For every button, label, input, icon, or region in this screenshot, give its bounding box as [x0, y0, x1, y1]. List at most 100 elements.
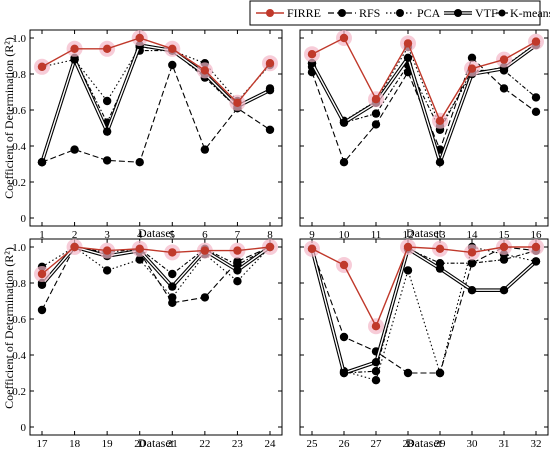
x-tick-label: 4 [137, 229, 143, 241]
series-firre [34, 239, 278, 282]
data-point [403, 368, 413, 378]
legend-label-firre: FIRRE [287, 6, 321, 20]
data-point [403, 53, 413, 62]
legend-item-rfs: RFS [328, 6, 380, 20]
x-tick-label: 16 [531, 229, 543, 241]
data-point [403, 242, 413, 252]
y-tick-label: 0.8 [12, 69, 26, 81]
data-point [102, 127, 112, 136]
data-point [339, 118, 349, 127]
x-tick-label: 6 [202, 229, 208, 241]
x-tick-label: 11 [371, 229, 382, 241]
panel-1: 0 0.2 0.4 0.6 0.8 1.0 1 2 3 4 5 6 7 8 [12, 29, 283, 241]
y-tick-label: 0.2 [12, 177, 26, 189]
data-point [37, 305, 47, 315]
data-point [265, 125, 275, 134]
series-line-inner [311, 247, 537, 374]
data-point [531, 257, 541, 266]
data-point [168, 60, 177, 70]
data-point [200, 293, 210, 302]
series-line [41, 37, 271, 104]
y-tick-label: 0.4 [12, 350, 26, 362]
y-tick-label: 0.6 [12, 314, 26, 326]
data-point [467, 53, 477, 62]
x-tick-label: 25 [307, 438, 319, 450]
data-point [435, 158, 445, 167]
x-tick-label: 20 [134, 438, 146, 450]
y-tick-label: 0.6 [12, 105, 26, 117]
data-point [371, 95, 381, 104]
x-tick-label: 14 [467, 229, 479, 241]
legend-item-pca: PCA [386, 6, 441, 20]
data-point [467, 259, 477, 268]
legend-label-vtf: VTF [475, 6, 498, 20]
data-point [371, 322, 381, 331]
x-tick-label: 10 [339, 229, 351, 241]
data-point [499, 55, 509, 64]
legend: FIRRE RFS PCA VTF K-means [249, 0, 550, 26]
x-tick-label: 19 [102, 438, 114, 450]
y-tick-label: 1.0 [12, 242, 26, 254]
x-tick-label: 23 [232, 438, 244, 450]
data-point [499, 84, 509, 93]
x-tick-label: 7 [235, 229, 241, 241]
x-tick-label: 2 [72, 229, 78, 241]
x-axis-title-bottom-left: Dataset [138, 436, 175, 450]
data-point [339, 260, 349, 270]
data-point [70, 44, 79, 53]
plot-frame [29, 238, 283, 436]
legend-item-firre: FIRRE [256, 6, 321, 20]
data-point [168, 269, 177, 279]
data-point [435, 368, 445, 378]
data-point [233, 246, 242, 255]
series-rfs [37, 60, 275, 167]
data-point [531, 93, 541, 102]
x-tick-label: 21 [167, 438, 178, 450]
y-tick-label: 0 [21, 213, 27, 225]
data-point [265, 59, 275, 68]
data-point [168, 282, 177, 291]
data-point [307, 50, 317, 59]
data-point [371, 376, 381, 385]
x-axis-title-bottom-right: Dataset [406, 436, 443, 450]
data-point [403, 266, 413, 275]
panel-3: 0 0.2 0.4 0.6 0.8 1.0 17 18 19 20 21 22 23 24 [12, 238, 283, 450]
series-line [41, 246, 271, 275]
data-point [102, 246, 112, 255]
data-point [200, 66, 210, 75]
series-line-inner [311, 44, 537, 165]
plot-frame [299, 29, 549, 227]
legend-item-kmeans: K-means [496, 6, 550, 20]
data-point [168, 44, 177, 53]
data-point [37, 280, 47, 289]
data-point [200, 246, 210, 255]
x-tick-label: 30 [467, 438, 479, 450]
data-point [467, 64, 477, 73]
data-point [135, 33, 144, 43]
x-tick-label: 26 [339, 438, 351, 450]
x-tick-label: 17 [37, 438, 49, 450]
data-point [70, 242, 79, 252]
data-point [168, 248, 177, 257]
x-axis-title-top-left: Dataset [138, 226, 175, 240]
data-point [467, 286, 477, 295]
data-point [70, 55, 79, 64]
y-tick-label: 0.4 [12, 141, 26, 153]
data-point [339, 332, 349, 342]
y-axis-title-top: Coefficient of Determination (R²) [2, 37, 16, 199]
x-tick-label: 8 [267, 229, 273, 241]
data-point [102, 96, 112, 106]
data-point [531, 242, 541, 252]
data-point [307, 244, 317, 253]
data-point [102, 44, 112, 53]
legend-label-kmeans: K-means [510, 6, 550, 20]
data-point [435, 116, 445, 126]
data-point [135, 255, 144, 264]
data-point [265, 242, 275, 252]
data-point [435, 264, 445, 273]
data-point [339, 33, 349, 43]
data-point [371, 358, 381, 367]
data-point [135, 158, 144, 167]
data-point [37, 62, 47, 71]
